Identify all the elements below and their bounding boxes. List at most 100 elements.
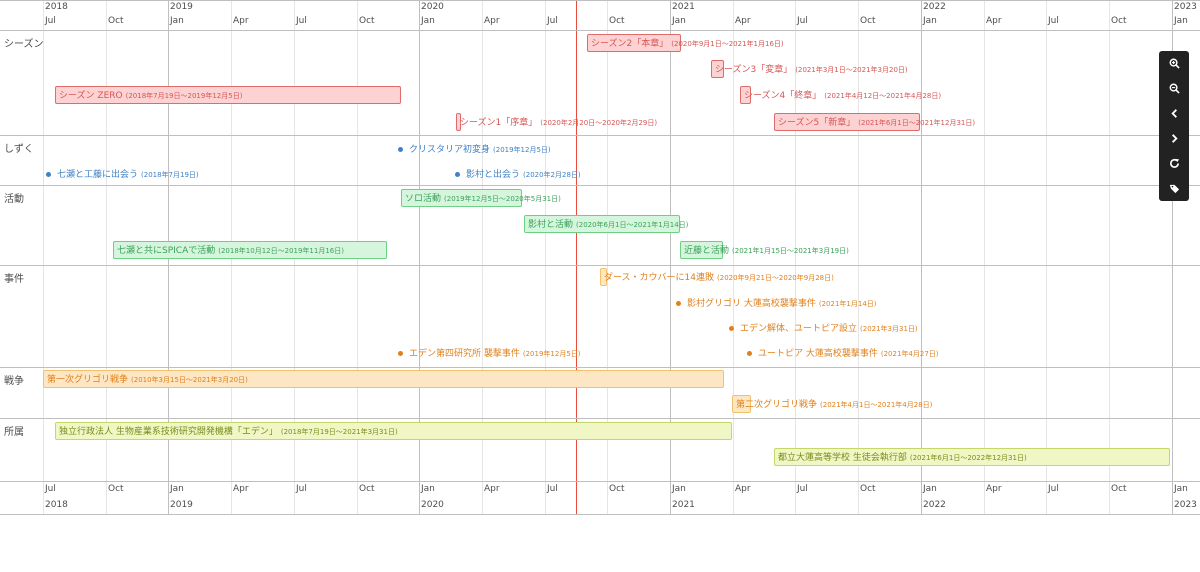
month-label: Oct [359,484,375,494]
item-date-range: (2019年12月5日) [522,350,581,358]
timeline-point-item[interactable]: クリスタリア初変身 (2019年12月5日) [398,141,551,159]
timeline-range-item[interactable]: 第二次グリゴリ戦争 (2021年4月1日〜2021年4月28日) [732,395,932,413]
month-label: Jul [1048,16,1059,26]
year-label: 2023 [1174,500,1197,510]
grid-line [984,0,985,514]
month-label: Jul [296,16,307,26]
timeline-point-item[interactable]: 七瀬と工藤に出会う (2018年7月19日) [46,166,199,184]
timeline-point-item[interactable]: エデン第四研究所 襲撃事件 (2019年12月5日) [398,345,581,363]
grid-line [733,0,734,514]
bottom-axis: Jul Oct Jan Apr Jul Oct Jan Apr Jul Oct Jan Apr Jul O… [0,481,1200,514]
month-label: Apr [233,484,249,494]
event-dot [398,351,403,356]
navigation-toolbar [1159,51,1189,201]
grid-line [670,0,671,514]
month-label: Oct [860,16,876,26]
timeline-range-item[interactable]: 近藤と活動 (2021年1月15日〜2021年3月19日) [680,241,849,259]
month-label: Jan [672,484,686,494]
year-label: 2022 [923,2,946,12]
grid-line [106,0,107,514]
group-label: 事件 [4,274,24,285]
group-label: 活動 [4,194,24,205]
chevron-right-icon [1169,129,1180,148]
item-title: 独立行政法人 生物産業系技術研究開発機構「エデン」 [59,427,278,437]
year-label: 2021 [672,2,695,12]
timeline-range-item[interactable]: 七瀬と共にSPICAで活動 (2018年10月12日〜2019年11月16日) [113,241,387,259]
month-label: Jan [672,16,686,26]
item-date-range: (2021年4月27日) [880,350,939,358]
month-label: Jan [170,484,184,494]
year-label: 2018 [45,2,68,12]
timeline-range-item[interactable]: 独立行政法人 生物産業系技術研究開発機構「エデン」 (2018年7月19日〜202… [55,422,732,440]
zoom-in-button[interactable] [1159,51,1189,76]
timeline[interactable]: Jul Oct Jan Apr Jul Oct Jan Apr Jul Oct Jan Apr Jul O… [0,0,1200,515]
item-title: シーズン5「新章」 [778,118,856,128]
grid-line [1109,0,1110,514]
chevron-right-button[interactable] [1159,126,1189,151]
month-label: Jan [170,16,184,26]
zoom-out-button[interactable] [1159,76,1189,101]
timeline-range-item[interactable]: シーズン2「本章」 (2020年9月1日〜2021年1月16日) [587,34,784,52]
month-label: Jul [296,484,307,494]
month-label: Oct [108,16,124,26]
timeline-range-item[interactable]: シーズン5「新章」 (2021年6月1日〜2021年12月31日) [774,113,975,131]
timeline-point-item[interactable]: 影村グリゴリ 大蓮高校襲撃事件 (2021年1月14日) [676,295,877,313]
month-label: Oct [609,484,625,494]
timeline-range-item[interactable]: ソロ活動 (2019年12月5日〜2020年5月31日) [401,189,561,207]
event-dot [729,326,734,331]
year-label: 2023 [1174,2,1197,12]
item-date-range: (2021年1月15日〜2021年3月19日) [732,247,849,255]
timeline-range-item[interactable]: シーズン4「終章」 (2021年4月12日〜2021年4月28日) [740,86,941,104]
item-date-range: (2021年1月14日) [818,300,877,308]
month-label: Apr [735,16,751,26]
month-label: Jul [1048,484,1059,494]
timeline-range-item[interactable]: 影村と活動 (2020年6月1日〜2021年1月14日) [524,215,688,233]
month-label: Jan [923,484,937,494]
item-date-range: (2020年2月20日〜2020年2月29日) [540,119,658,127]
timeline-range-item[interactable]: シーズン ZERO (2018年7月19日〜2019年12月5日) [55,86,401,104]
item-date-range: (2018年7月19日) [141,171,199,179]
month-label: Apr [233,16,249,26]
item-date-range: (2019年12月5日) [493,146,551,154]
grid-line [1172,0,1173,514]
month-label: Oct [108,484,124,494]
row-divider [0,418,1200,419]
month-label: Jan [1174,484,1188,494]
item-date-range: (2020年9月1日〜2021年1月16日) [671,40,784,48]
month-label: Jul [797,484,808,494]
item-title: ダース・カウバーに14連敗 [604,273,715,283]
event-dot [676,301,681,306]
event-dot [747,351,752,356]
timeline-point-item[interactable]: ユートピア 大蓮高校襲撃事件 (2021年4月27日) [747,345,939,363]
chevron-left-button[interactable] [1159,101,1189,126]
grid-line [1046,0,1047,514]
month-label: Jan [421,16,435,26]
month-label: Jul [547,484,558,494]
timeline-range-item[interactable]: シーズン3「変章」 (2021年3月1日〜2021年3月20日) [711,60,908,78]
month-label: Oct [359,16,375,26]
item-title: シーズン2「本章」 [591,39,669,49]
timeline-point-item[interactable]: エデン解体、ユートピア設立 (2021年3月31日) [729,320,918,338]
item-date-range: (2018年7月19日〜2021年3月31日) [280,428,398,436]
item-title: ソロ活動 [405,194,442,204]
current-time-line [576,0,577,514]
timeline-range-item[interactable]: 第一次グリゴリ戦争 (2010年3月15日〜2021年3月20日) [43,370,724,388]
row-divider [0,514,1200,515]
year-label: 2022 [923,500,946,510]
month-label: Oct [860,484,876,494]
timeline-range-item[interactable]: ダース・カウバーに14連敗 (2020年9月21日〜2020年9月28日) [600,268,834,286]
item-title: エデン解体、ユートピア設立 [740,324,858,334]
item-title: シーズン3「変章」 [715,65,793,75]
year-label: 2019 [170,2,193,12]
group-label: 戦争 [4,376,24,387]
month-label: Jul [797,16,808,26]
tag-button[interactable] [1159,176,1189,201]
refresh-button[interactable] [1159,151,1189,176]
item-date-range: (2021年6月1日〜2021年12月31日) [858,119,976,127]
item-date-range: (2021年4月12日〜2021年4月28日) [824,92,942,100]
item-title: 影村と活動 [528,220,574,230]
month-label: Oct [1111,16,1127,26]
timeline-point-item[interactable]: 影村と出会う (2020年2月28日) [455,166,581,184]
timeline-range-item[interactable]: 都立大蓮高等学校 生徒会執行部 (2021年6月1日〜2022年12月31日) [774,448,1170,466]
timeline-range-item[interactable]: シーズン1「序章」 (2020年2月20日〜2020年2月29日) [456,113,657,131]
